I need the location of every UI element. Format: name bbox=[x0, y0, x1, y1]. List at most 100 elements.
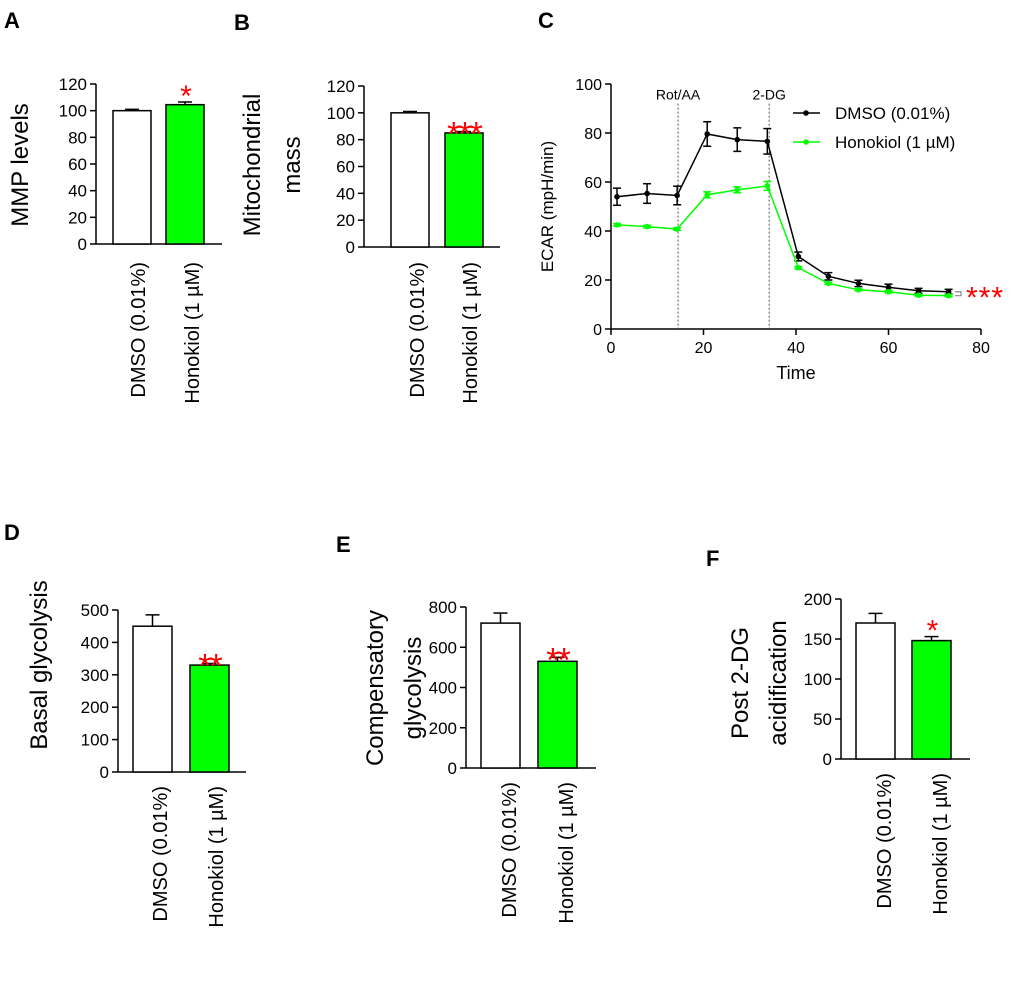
y-tick-label: 0 bbox=[448, 759, 457, 778]
data-point bbox=[945, 288, 952, 295]
y-tick-label: 100 bbox=[575, 77, 602, 94]
bar-honokiol bbox=[189, 664, 230, 773]
category-label: Honokiol (1 µM) bbox=[182, 262, 204, 404]
bar-dmso bbox=[480, 622, 521, 769]
category-label: Honokiol (1 µM) bbox=[556, 782, 578, 924]
y-tick-label: 20 bbox=[584, 273, 602, 290]
category-label: Honokiol (1 µM) bbox=[460, 262, 482, 404]
category-label: DMSO (0.01%) bbox=[499, 782, 521, 918]
y-tick-label: 0 bbox=[78, 235, 87, 254]
y-tick-label: 200 bbox=[429, 719, 457, 738]
x-tick-label: 20 bbox=[695, 340, 713, 357]
data-point bbox=[915, 287, 922, 294]
y-tick-label: 200 bbox=[81, 698, 109, 717]
y-axis-label: glycolysis bbox=[400, 637, 427, 740]
bar-dmso bbox=[855, 622, 896, 760]
y-tick-label: 80 bbox=[68, 128, 87, 147]
y-tick-label: 0 bbox=[593, 322, 602, 339]
treatment-label: Rot/AA bbox=[656, 87, 701, 103]
legend-label: DMSO (0.01%) bbox=[835, 104, 950, 123]
panel-letter-E: E bbox=[336, 532, 351, 557]
panel-letter-A: A bbox=[4, 8, 20, 33]
y-tick-label: 100 bbox=[59, 102, 87, 121]
data-point bbox=[644, 190, 650, 197]
y-tick-label: 80 bbox=[584, 126, 602, 143]
data-point bbox=[825, 280, 832, 287]
x-tick-label: 40 bbox=[787, 340, 805, 357]
y-tick-label: 40 bbox=[68, 182, 87, 201]
data-point bbox=[734, 187, 741, 193]
data-point bbox=[734, 136, 741, 143]
bar-dmso bbox=[112, 109, 152, 245]
data-point bbox=[885, 288, 892, 295]
panel-letter-F: F bbox=[706, 546, 719, 571]
bar-honokiol bbox=[537, 660, 578, 769]
category-label: DMSO (0.01%) bbox=[128, 262, 150, 398]
category-label: Honokiol (1 µM) bbox=[930, 773, 952, 915]
y-tick-label: 20 bbox=[68, 208, 87, 227]
y-tick-label: 120 bbox=[327, 77, 355, 96]
treatment-label: 2-DG bbox=[752, 87, 785, 103]
data-point bbox=[674, 192, 680, 199]
data-point bbox=[644, 223, 650, 230]
category-label: Honokiol (1 µM) bbox=[206, 786, 228, 928]
y-tick-label: 200 bbox=[804, 590, 832, 609]
y-tick-label: 0 bbox=[100, 763, 109, 782]
category-label: DMSO (0.01%) bbox=[874, 773, 896, 909]
y-axis-label: Post 2-DG bbox=[727, 627, 754, 739]
y-tick-label: 60 bbox=[68, 155, 87, 174]
bar-honokiol bbox=[444, 132, 484, 248]
y-tick-label: 150 bbox=[804, 630, 832, 649]
data-point bbox=[855, 287, 862, 293]
y-tick-label: 300 bbox=[81, 666, 109, 685]
data-point bbox=[915, 292, 922, 298]
bar-dmso bbox=[132, 625, 173, 773]
data-point bbox=[764, 183, 771, 189]
y-tick-label: 800 bbox=[429, 598, 457, 617]
data-point bbox=[855, 280, 862, 287]
y-axis-label: Mitochondrial bbox=[239, 94, 266, 237]
y-tick-label: 60 bbox=[336, 158, 355, 177]
x-tick-label: 80 bbox=[972, 340, 990, 357]
data-point bbox=[704, 191, 710, 198]
y-tick-label: 500 bbox=[81, 601, 109, 620]
y-tick-label: 60 bbox=[584, 175, 602, 192]
legend-marker bbox=[803, 139, 809, 145]
panel-letter-B: B bbox=[234, 10, 250, 35]
y-tick-label: 100 bbox=[804, 670, 832, 689]
data-point bbox=[614, 222, 620, 228]
y-axis-label: acidification bbox=[765, 620, 792, 745]
x-tick-label: 60 bbox=[880, 340, 898, 357]
significance-marker: *** bbox=[447, 116, 482, 154]
y-tick-label: 0 bbox=[823, 750, 832, 769]
y-axis-label: mass bbox=[279, 136, 306, 193]
panel-letter-D: D bbox=[4, 520, 20, 545]
data-point bbox=[795, 253, 802, 260]
y-tick-label: 40 bbox=[336, 184, 355, 203]
data-point bbox=[825, 273, 832, 280]
significance-marker: *** bbox=[966, 282, 1004, 315]
x-axis-label: Time bbox=[776, 363, 815, 383]
y-tick-label: 40 bbox=[584, 224, 602, 241]
legend-marker bbox=[803, 110, 809, 116]
data-point bbox=[674, 226, 680, 232]
y-tick-label: 20 bbox=[336, 211, 355, 230]
category-label: DMSO (0.01%) bbox=[150, 786, 172, 922]
y-axis-label: MMP levels bbox=[7, 103, 34, 227]
y-tick-label: 120 bbox=[59, 75, 87, 94]
bar-honokiol bbox=[911, 639, 952, 760]
category-label: DMSO (0.01%) bbox=[407, 262, 429, 398]
y-axis-label: Compensatory bbox=[362, 610, 389, 766]
y-tick-label: 600 bbox=[429, 638, 457, 657]
legend-label: Honokiol (1 µM) bbox=[835, 133, 955, 152]
panel-letter-C: C bbox=[538, 8, 554, 33]
y-axis-label: ECAR (mpH/min) bbox=[538, 141, 557, 272]
series-line-dmso bbox=[616, 133, 949, 293]
y-tick-label: 400 bbox=[81, 633, 109, 652]
data-point bbox=[795, 264, 802, 271]
y-tick-label: 50 bbox=[813, 710, 832, 729]
data-point bbox=[764, 138, 771, 145]
y-tick-label: 80 bbox=[336, 131, 355, 150]
significance-bracket bbox=[955, 291, 962, 297]
